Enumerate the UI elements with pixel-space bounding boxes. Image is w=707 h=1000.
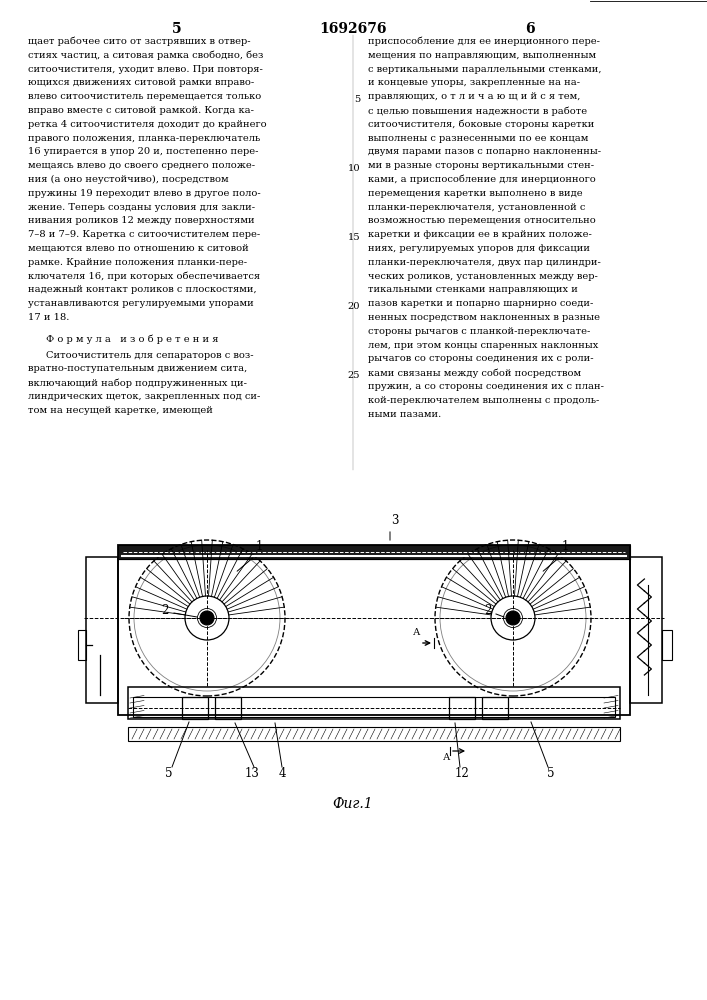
Bar [118, 545, 630, 715]
Text: с вертикальными параллельными стенками,: с вертикальными параллельными стенками, [368, 65, 602, 74]
Text: и концевые упоры, закрепленные на на-: и концевые упоры, закрепленные на на- [368, 78, 580, 87]
Bar [449, 697, 475, 719]
Text: 1: 1 [561, 540, 568, 553]
Circle shape [506, 611, 520, 625]
Text: выполнены с разнесенными по ее концам: выполнены с разнесенными по ее концам [368, 134, 588, 143]
Text: ческих роликов, установленных между вер-: ческих роликов, установленных между вер- [368, 272, 598, 281]
Text: 5: 5 [173, 22, 182, 36]
Text: планки-переключателя, установленной с: планки-переключателя, установленной с [368, 203, 585, 212]
Text: кой-переключателем выполнены с продоль-: кой-переключателем выполнены с продоль- [368, 396, 600, 405]
Bar [482, 697, 508, 719]
Text: 1692676: 1692676 [320, 22, 387, 36]
Text: правляющих, о т л и ч а ю щ и й с я тем,: правляющих, о т л и ч а ю щ и й с я тем, [368, 92, 580, 101]
Text: пружины 19 переходит влево в другое поло-: пружины 19 переходит влево в другое поло… [28, 189, 261, 198]
Text: стиях частиц, а ситовая рамка свободно, без: стиях частиц, а ситовая рамка свободно, … [28, 51, 264, 60]
Text: правого положения, планка-переключатель: правого положения, планка-переключатель [28, 134, 260, 143]
Text: включающий набор подпружиненных ци-: включающий набор подпружиненных ци- [28, 378, 247, 388]
Text: приспособление для ее инерционного пере-: приспособление для ее инерционного пере- [368, 37, 600, 46]
Text: линдрических щеток, закрепленных под си-: линдрических щеток, закрепленных под си- [28, 392, 260, 401]
Bar [118, 545, 630, 559]
Text: с целью повышения надежности в работе: с целью повышения надежности в работе [368, 106, 587, 115]
Text: 6: 6 [525, 22, 534, 36]
Text: 10: 10 [347, 164, 360, 173]
Text: ми в разные стороны вертикальными стен-: ми в разные стороны вертикальными стен- [368, 161, 594, 170]
Bar [215, 697, 241, 719]
Text: ния (а оно неустойчиво), посредством: ния (а оно неустойчиво), посредством [28, 175, 228, 184]
Text: жение. Теперь созданы условия для закли-: жение. Теперь созданы условия для закли- [28, 203, 255, 212]
Text: пазов каретки и попарно шарнирно соеди-: пазов каретки и попарно шарнирно соеди- [368, 299, 593, 308]
Text: надежный контакт роликов с плоскостями,: надежный контакт роликов с плоскостями, [28, 285, 257, 294]
Text: ками связаны между собой посредством: ками связаны между собой посредством [368, 368, 581, 378]
Text: вправо вместе с ситовой рамкой. Когда ка-: вправо вместе с ситовой рамкой. Когда ка… [28, 106, 254, 115]
Text: 17 и 18.: 17 и 18. [28, 313, 69, 322]
Text: ными пазами.: ными пазами. [368, 410, 441, 419]
Text: стороны рычагов с планкой-переключате-: стороны рычагов с планкой-переключате- [368, 327, 590, 336]
Bar [630, 557, 662, 703]
Text: влево ситоочиститель перемещается только: влево ситоочиститель перемещается только [28, 92, 262, 101]
Text: 16 упирается в упор 20 и, постепенно пере-: 16 упирается в упор 20 и, постепенно пер… [28, 147, 259, 156]
Text: 3: 3 [391, 514, 399, 527]
Text: 5: 5 [547, 767, 555, 780]
Bar [662, 630, 672, 660]
Text: Фиг.1: Фиг.1 [333, 797, 373, 811]
Text: ситоочистителя, боковые стороны каретки: ситоочистителя, боковые стороны каретки [368, 120, 595, 129]
Text: мещения по направляющим, выполненным: мещения по направляющим, выполненным [368, 51, 596, 60]
Text: пружин, а со стороны соединения их с план-: пружин, а со стороны соединения их с пла… [368, 382, 604, 391]
Text: том на несущей каретке, имеющей: том на несущей каретке, имеющей [28, 406, 213, 415]
Text: ретка 4 ситоочистителя доходит до крайнего: ретка 4 ситоочистителя доходит до крайне… [28, 120, 267, 129]
Text: Ф о р м у л а   и з о б р е т е н и я: Ф о р м у л а и з о б р е т е н и я [46, 335, 218, 344]
Bar [86, 557, 118, 703]
Text: каретки и фиксации ее в крайних положе-: каретки и фиксации ее в крайних положе- [368, 230, 592, 239]
Text: мещаются влево по отношению к ситовой: мещаются влево по отношению к ситовой [28, 244, 249, 253]
Text: рамке. Крайние положения планки-пере-: рамке. Крайние положения планки-пере- [28, 258, 247, 267]
Bar [128, 687, 620, 719]
Text: ющихся движениях ситовой рамки вправо-: ющихся движениях ситовой рамки вправо- [28, 78, 255, 87]
Text: 25: 25 [348, 371, 360, 380]
Text: 4: 4 [279, 767, 286, 780]
Text: 5: 5 [165, 767, 173, 780]
Text: ками, а приспособление для инерционного: ками, а приспособление для инерционного [368, 175, 596, 184]
Text: планки-переключателя, двух пар цилиндри-: планки-переключателя, двух пар цилиндри- [368, 258, 601, 267]
Bar [133, 697, 615, 717]
Text: тикальными стенками направляющих и: тикальными стенками направляющих и [368, 285, 578, 294]
Text: перемещения каретки выполнено в виде: перемещения каретки выполнено в виде [368, 189, 583, 198]
Text: ситоочистителя, уходит влево. При повторя-: ситоочистителя, уходит влево. При повтор… [28, 65, 263, 74]
Text: 13: 13 [245, 767, 259, 780]
Text: А: А [414, 628, 421, 637]
Text: рычагов со стороны соединения их с роли-: рычагов со стороны соединения их с роли- [368, 354, 594, 363]
Text: 15: 15 [347, 233, 360, 242]
Text: лем, при этом концы спаренных наклонных: лем, при этом концы спаренных наклонных [368, 341, 598, 350]
Bar [128, 727, 620, 741]
Text: вратно-поступательным движением сита,: вратно-поступательным движением сита, [28, 364, 247, 373]
Text: двумя парами пазов с попарно наклоненны-: двумя парами пазов с попарно наклоненны- [368, 147, 601, 156]
Text: Ситоочиститель для сепараторов с воз-: Ситоочиститель для сепараторов с воз- [46, 351, 254, 360]
Text: нивания роликов 12 между поверхностями: нивания роликов 12 между поверхностями [28, 216, 255, 225]
Text: 1: 1 [255, 540, 263, 553]
Text: ненных посредством наклоненных в разные: ненных посредством наклоненных в разные [368, 313, 600, 322]
Text: возможностью перемещения относительно: возможностью перемещения относительно [368, 216, 596, 225]
Text: 2: 2 [484, 603, 491, 616]
Text: 2: 2 [161, 603, 169, 616]
Bar [182, 697, 208, 719]
Circle shape [200, 611, 214, 625]
Text: ниях, регулируемых упоров для фиксации: ниях, регулируемых упоров для фиксации [368, 244, 590, 253]
Text: ключателя 16, при которых обеспечивается: ключателя 16, при которых обеспечивается [28, 272, 260, 281]
Text: 12: 12 [455, 767, 469, 780]
Text: А: А [443, 753, 450, 762]
Text: щает рабочее сито от застрявших в отвер-: щает рабочее сито от застрявших в отвер- [28, 37, 250, 46]
Bar [78, 630, 86, 660]
Text: устанавливаются регулируемыми упорами: устанавливаются регулируемыми упорами [28, 299, 254, 308]
Text: 7–8 и 7–9. Каретка с ситоочистителем пере-: 7–8 и 7–9. Каретка с ситоочистителем пер… [28, 230, 260, 239]
Text: мещаясь влево до своего среднего положе-: мещаясь влево до своего среднего положе- [28, 161, 255, 170]
Text: 5: 5 [354, 95, 360, 104]
Text: 20: 20 [348, 302, 360, 311]
